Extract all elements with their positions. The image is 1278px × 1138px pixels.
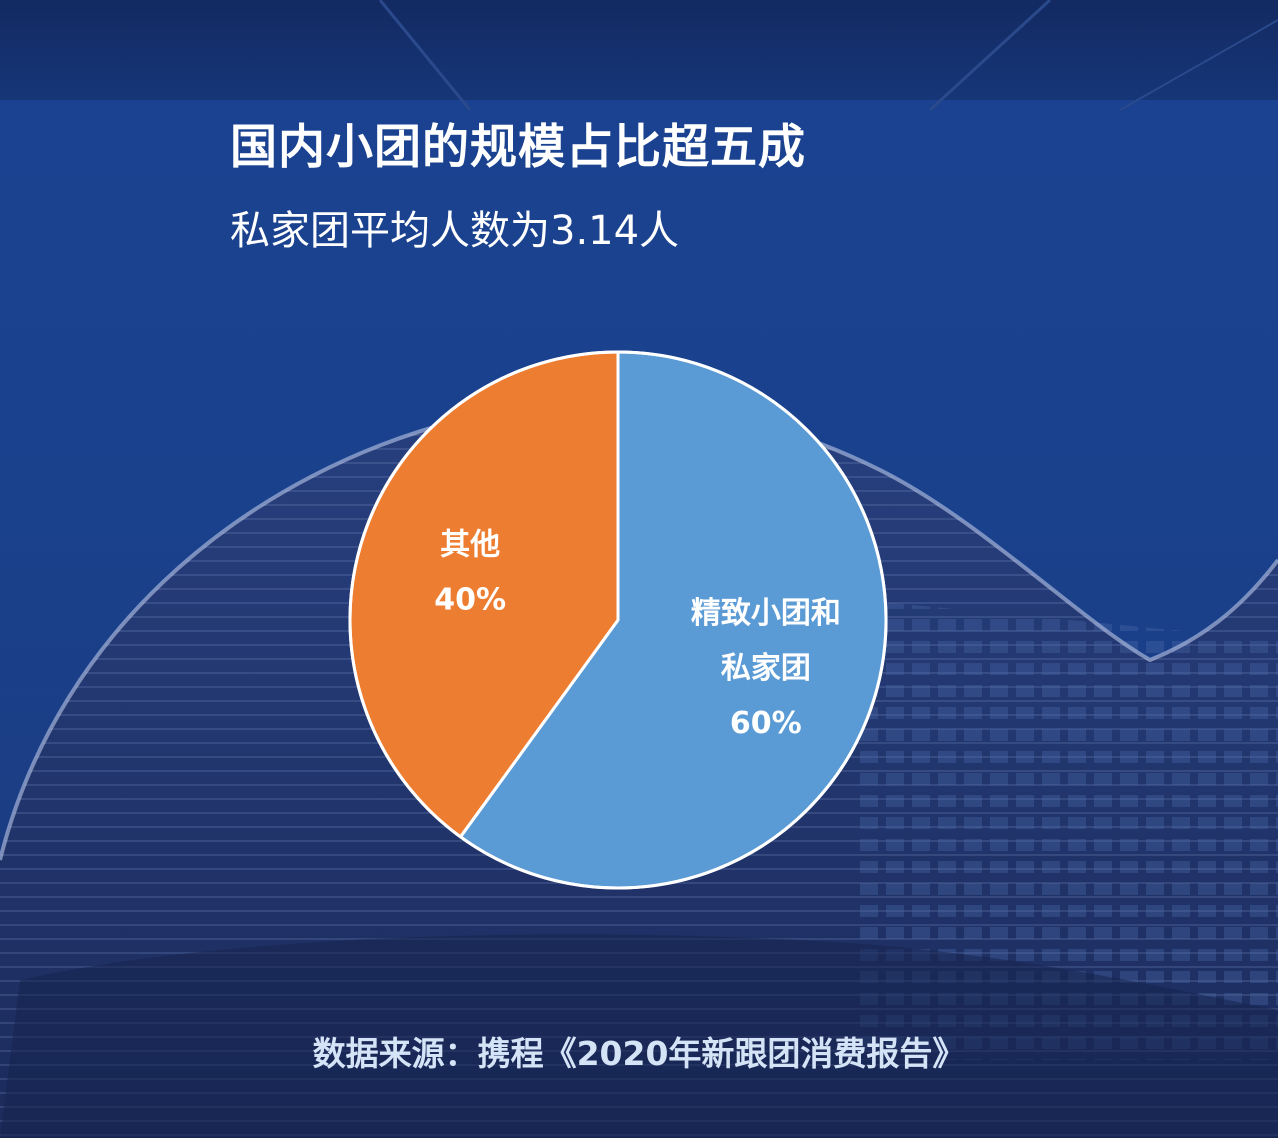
background-top-band <box>0 0 1278 110</box>
chart-subtitle: 私家团平均人数为3.14人 <box>230 208 680 254</box>
pie-slice-category-label-1: 其他 <box>440 527 500 562</box>
chart-title: 国内小团的规模占比超五成 <box>230 120 806 175</box>
pie-slice-value-label-1: 40% <box>434 582 506 617</box>
pie-outline <box>348 350 888 890</box>
pie-slice-category-label-0: 私家团 <box>721 651 811 686</box>
data-source-note: 数据来源：携程《2020年新跟团消费报告》 <box>312 1034 966 1073</box>
pie-slice-category-label-0: 精致小团和 <box>691 596 841 631</box>
pie-slice-value-label-0: 60% <box>730 706 802 741</box>
